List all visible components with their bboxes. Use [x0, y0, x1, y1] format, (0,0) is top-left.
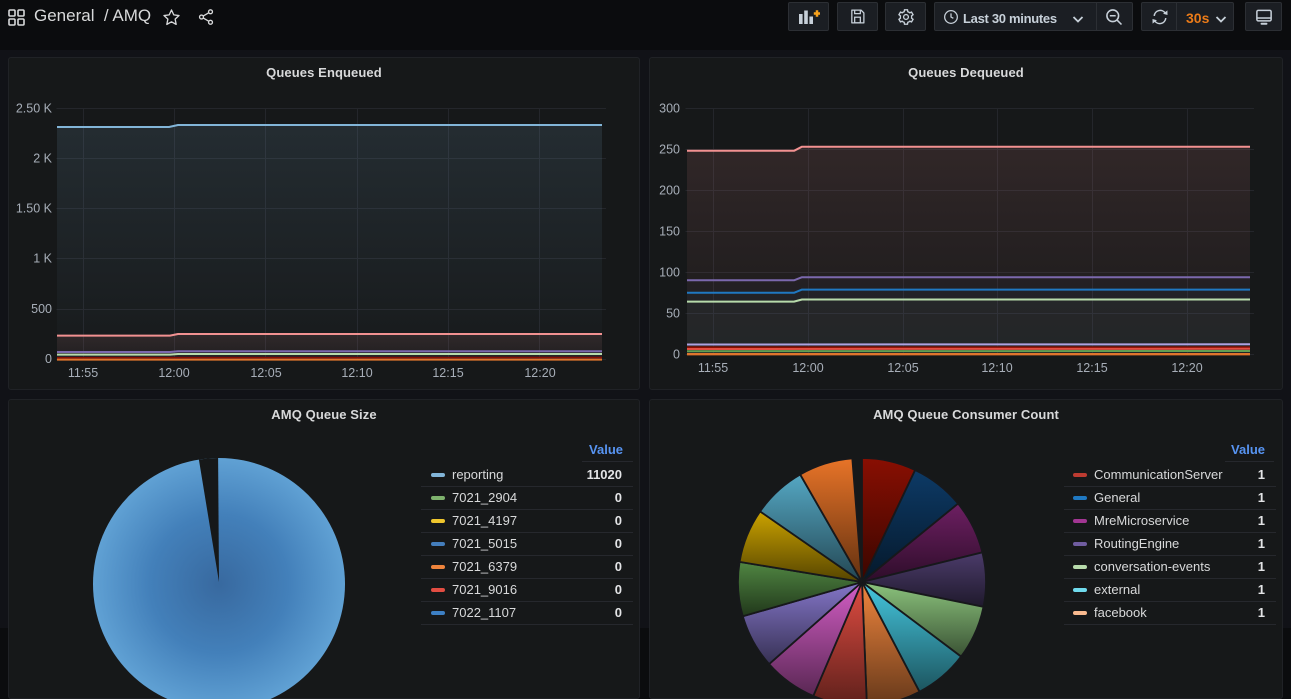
svg-text:11:55: 11:55: [698, 361, 728, 375]
svg-text:250: 250: [659, 143, 680, 157]
svg-text:0: 0: [45, 352, 52, 366]
svg-text:12:20: 12:20: [1171, 361, 1202, 375]
svg-text:500: 500: [31, 302, 52, 316]
svg-text:12:15: 12:15: [1076, 361, 1107, 375]
svg-text:200: 200: [659, 184, 680, 198]
svg-text:100: 100: [659, 266, 680, 280]
svg-text:12:05: 12:05: [250, 366, 281, 380]
svg-text:300: 300: [659, 102, 680, 116]
svg-text:2.50 K: 2.50 K: [16, 102, 53, 116]
svg-text:11:55: 11:55: [68, 366, 98, 380]
svg-text:12:10: 12:10: [341, 366, 372, 380]
svg-text:1.50 K: 1.50 K: [16, 202, 53, 216]
svg-text:1 K: 1 K: [33, 252, 52, 266]
svg-text:12:15: 12:15: [432, 366, 463, 380]
svg-text:12:20: 12:20: [524, 366, 555, 380]
svg-text:12:00: 12:00: [158, 366, 189, 380]
svg-text:12:05: 12:05: [887, 361, 918, 375]
svg-text:2 K: 2 K: [33, 152, 52, 166]
svg-text:50: 50: [666, 307, 680, 321]
svg-text:12:00: 12:00: [792, 361, 823, 375]
svg-text:150: 150: [659, 225, 680, 239]
svg-text:12:10: 12:10: [981, 361, 1012, 375]
svg-text:0: 0: [673, 348, 680, 362]
